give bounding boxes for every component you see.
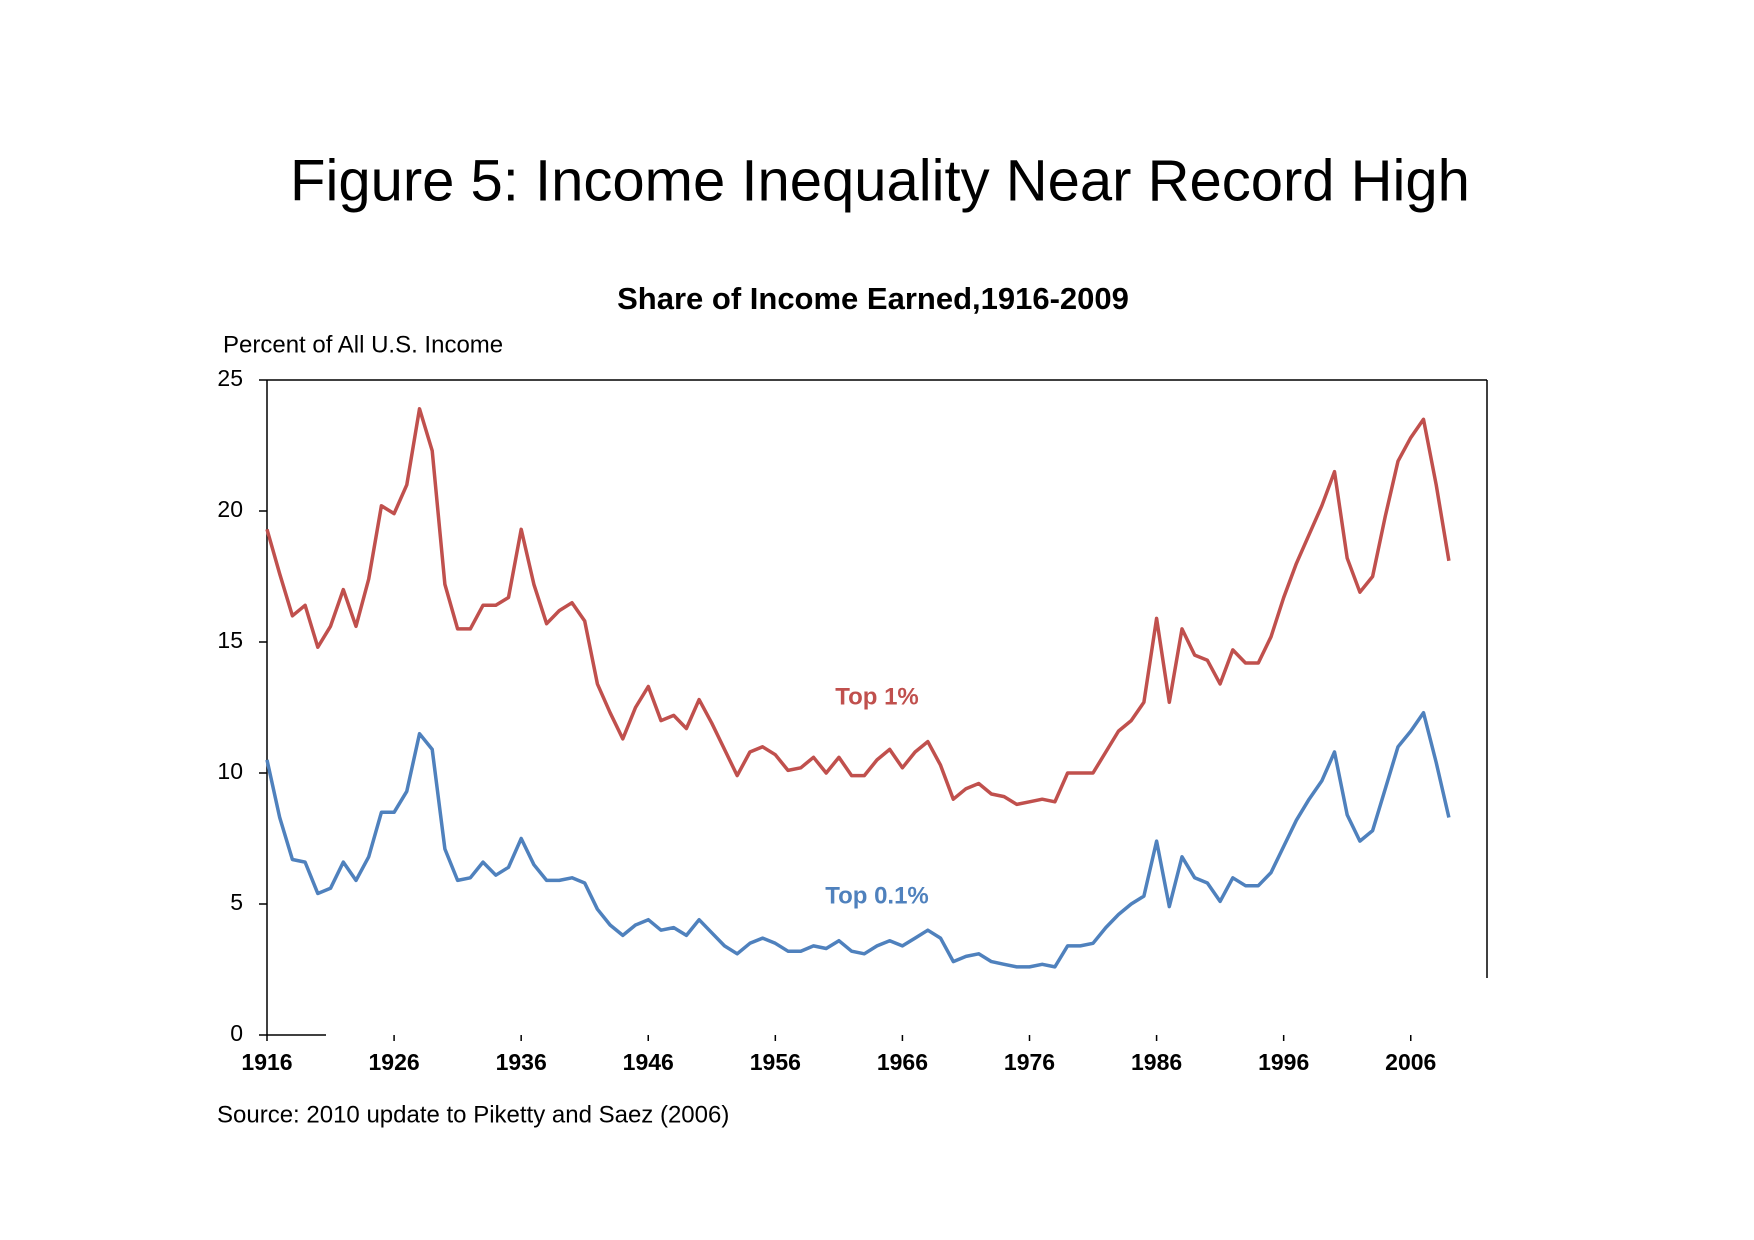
x-tick-label: 1996 (1258, 1049, 1309, 1075)
x-tick-label: 2006 (1385, 1049, 1436, 1075)
y-tick-label: 15 (217, 627, 243, 653)
x-tick-label: 1946 (623, 1049, 674, 1075)
y-tick-label: 10 (217, 758, 243, 784)
chart-title: Figure 5: Income Inequality Near Record … (290, 148, 1470, 213)
x-tick-label: 1956 (750, 1049, 801, 1075)
series-line (265, 407, 1451, 807)
x-tick-label: 1926 (368, 1049, 419, 1075)
plot-frame (266, 379, 1488, 1036)
x-tick-label: 1976 (1004, 1049, 1055, 1075)
x-tick-label: 1916 (241, 1049, 292, 1075)
x-tick-label: 1966 (877, 1049, 928, 1075)
y-axis-label: Percent of All U.S. Income (223, 331, 503, 358)
y-tick-label: 5 (230, 889, 243, 915)
y-tick-label: 20 (217, 496, 243, 522)
y-tick-label: 25 (217, 365, 243, 391)
y-tick-label: 0 (230, 1020, 243, 1046)
x-tick-label: 1986 (1131, 1049, 1182, 1075)
series-line (265, 710, 1451, 969)
chart-subtitle: Share of Income Earned,1916-2009 (617, 281, 1129, 316)
series-label: Top 1% (835, 683, 919, 710)
x-tick-label: 1936 (496, 1049, 547, 1075)
source-note: Source: 2010 update to Piketty and Saez … (217, 1101, 729, 1128)
series-label: Top 0.1% (825, 882, 929, 909)
